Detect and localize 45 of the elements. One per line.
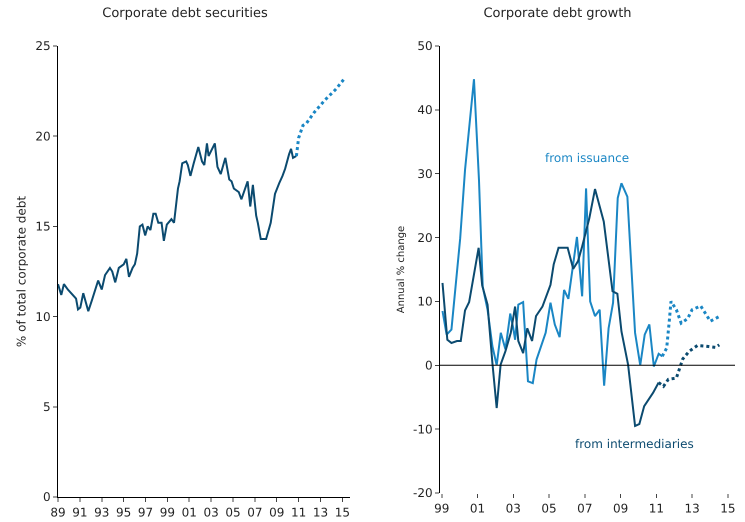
x-tick-label: 13 [312, 505, 328, 520]
x-tick-label: 03 [203, 505, 219, 520]
line-series [58, 142, 298, 312]
y-tick-label: 10 [417, 294, 433, 309]
x-tick-label: 11 [290, 505, 306, 520]
x-tick-label: 03 [506, 501, 521, 516]
x-tick-label: 07 [577, 501, 592, 516]
x-tick-label: 11 [648, 501, 664, 516]
y-tick-label: 30 [417, 166, 433, 181]
y-axis-title: Annual % change [396, 226, 407, 314]
x-tick-label: 15 [334, 505, 350, 520]
series-label: from intermediaries [575, 437, 694, 451]
y-tick-label: 20 [35, 129, 51, 144]
x-tick-label: 99 [434, 501, 450, 516]
x-tick-label: 89 [50, 505, 66, 520]
x-tick-label: 97 [138, 505, 154, 520]
series-label: from issuance [545, 151, 630, 165]
y-tick-label: 0 [42, 490, 51, 504]
y-tick-label: 20 [417, 230, 433, 245]
x-tick-label: 05 [225, 505, 241, 520]
y-tick-label: -20 [412, 486, 433, 500]
y-tick-label: -10 [412, 422, 433, 436]
chart-title: Corporate debt securities [102, 6, 268, 21]
x-tick-label: 93 [94, 505, 110, 520]
x-tick-label: 09 [612, 501, 628, 516]
y-axis-title: % of total corporate debt [14, 196, 29, 348]
x-tick-label: 95 [116, 505, 132, 520]
y-tick-label: 40 [417, 103, 433, 118]
y-tick-label: 50 [417, 39, 433, 54]
y-tick-label: 0 [424, 358, 433, 372]
x-tick-label: 01 [182, 505, 197, 520]
y-tick-label: 10 [35, 310, 51, 324]
x-tick-label: 09 [269, 505, 284, 520]
y-tick-label: 15 [35, 220, 51, 234]
y-tick-label: 5 [42, 400, 51, 414]
x-tick-label: 13 [684, 501, 700, 516]
x-tick-label: 91 [72, 505, 88, 520]
x-tick-label: 05 [541, 501, 557, 516]
line-series [294, 76, 346, 158]
x-tick-label: 07 [247, 505, 262, 520]
y-tick-label: 25 [35, 39, 51, 54]
chart-title: Corporate debt growth [483, 6, 632, 21]
x-tick-label: 99 [160, 505, 175, 520]
x-tick-label: 15 [720, 501, 736, 516]
x-tick-label: 01 [470, 501, 486, 516]
